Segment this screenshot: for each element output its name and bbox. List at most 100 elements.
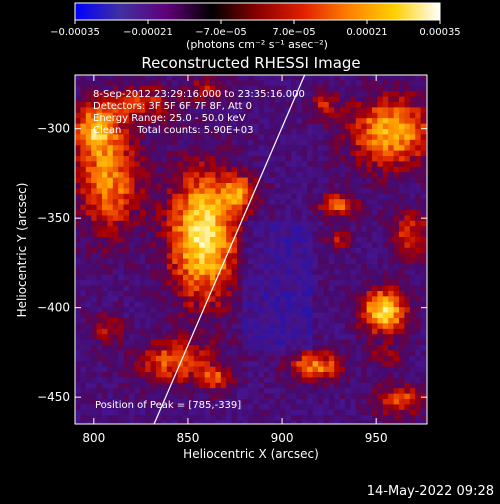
heatmap-cell	[312, 134, 319, 141]
heatmap-cell	[242, 112, 249, 119]
heatmap-cell	[150, 334, 157, 340]
heatmap-cell	[323, 361, 330, 367]
heatmap-cell	[134, 112, 141, 119]
heatmap-cell	[118, 377, 124, 384]
heatmap-cell	[301, 415, 308, 421]
heatmap-cell	[193, 118, 200, 124]
heatmap-cell	[129, 404, 135, 411]
heatmap-cell	[102, 107, 108, 114]
heatmap-cell	[96, 328, 103, 335]
heatmap-cell	[323, 409, 330, 416]
heatmap-cell	[339, 274, 346, 281]
heatmap-cell	[399, 415, 405, 421]
heatmap-cell	[377, 129, 384, 135]
heatmap-cell	[409, 188, 416, 195]
heatmap-cell	[328, 91, 335, 97]
heatmap-cell	[404, 242, 411, 249]
heatmap-cell	[96, 85, 103, 92]
heatmap-cell	[247, 139, 254, 146]
heatmap-cell	[204, 280, 211, 286]
heatmap-cell	[102, 285, 108, 292]
heatmap-cell	[312, 318, 319, 324]
heatmap-cell	[226, 172, 232, 178]
heatmap-cell	[280, 215, 286, 222]
heatmap-cell	[269, 210, 276, 216]
heatmap-cell	[350, 215, 357, 222]
heatmap-cell	[366, 355, 373, 362]
heatmap-cell	[258, 409, 265, 416]
heatmap-cell	[301, 247, 308, 254]
heatmap-cell	[334, 291, 340, 297]
heatmap-cell	[166, 253, 173, 259]
heatmap-cell	[210, 269, 216, 276]
heatmap-cell	[382, 172, 389, 178]
heatmap-cell	[372, 323, 378, 330]
heatmap-cell	[280, 166, 286, 173]
heatmap-cell	[409, 404, 416, 411]
heatmap-cell	[161, 204, 168, 211]
heatmap-cell	[312, 199, 319, 205]
heatmap-cell	[226, 183, 232, 189]
heatmap-cell	[404, 166, 411, 173]
heatmap-cell	[210, 291, 216, 297]
heatmap-cell	[102, 345, 108, 351]
heatmap-cell	[123, 264, 130, 270]
heatmap-cell	[226, 307, 232, 313]
heatmap-cell	[415, 226, 421, 232]
heatmap-cell	[388, 210, 394, 216]
heatmap-cell	[226, 123, 232, 130]
heatmap-cell	[334, 323, 340, 330]
heatmap-cell	[215, 129, 222, 135]
heatmap-cell	[312, 75, 319, 81]
heatmap-cell	[323, 150, 330, 157]
heatmap-cell	[280, 301, 286, 308]
heatmap-cell	[291, 328, 297, 335]
heatmap-cell	[161, 323, 168, 330]
heatmap-cell	[91, 258, 97, 265]
heatmap-cell	[75, 188, 81, 195]
heatmap-cell	[409, 156, 416, 162]
heatmap-cell	[388, 258, 394, 265]
heatmap-cell	[183, 199, 189, 205]
heatmap-cell	[258, 231, 265, 238]
heatmap-cell	[220, 85, 227, 92]
heatmap-cell	[123, 361, 130, 367]
heatmap-cell	[91, 307, 97, 313]
heatmap-cell	[409, 75, 416, 81]
heatmap-cell	[210, 102, 216, 108]
heatmap-cell	[177, 355, 184, 362]
heatmap-cell	[372, 361, 378, 367]
heatmap-cell	[172, 339, 178, 346]
heatmap-cell	[334, 85, 340, 92]
heatmap-cell	[409, 366, 416, 373]
heatmap-cell	[280, 296, 286, 303]
heatmap-cell	[366, 253, 373, 259]
heatmap-cell	[226, 296, 232, 303]
heatmap-cell	[291, 150, 297, 157]
x-axis-ticks: 800 850 900 950	[82, 75, 388, 445]
heatmap-cell	[172, 393, 178, 400]
heatmap-cell	[372, 107, 378, 114]
heatmap-cell	[404, 377, 411, 384]
heatmap-cell	[355, 242, 362, 249]
heatmap-cell	[334, 139, 340, 146]
heatmap-cell	[296, 156, 303, 162]
heatmap-cell	[107, 134, 114, 141]
heatmap-cell	[253, 345, 259, 351]
heatmap-cell	[409, 123, 416, 130]
heatmap-cell	[193, 242, 200, 249]
heatmap-cell	[296, 258, 303, 265]
heatmap-cell	[226, 199, 232, 205]
heatmap-cell	[118, 145, 124, 151]
heatmap-cell	[183, 264, 189, 270]
heatmap-cell	[226, 269, 232, 276]
heatmap-cell	[291, 339, 297, 346]
heatmap-cell	[312, 118, 319, 124]
heatmap-cell	[150, 156, 157, 162]
heatmap-cell	[210, 204, 216, 211]
heatmap-cell	[264, 415, 270, 421]
heatmap-cell	[220, 107, 227, 114]
heatmap-cell	[139, 129, 146, 135]
heatmap-cell	[318, 355, 324, 362]
heatmap-cell	[91, 350, 97, 357]
